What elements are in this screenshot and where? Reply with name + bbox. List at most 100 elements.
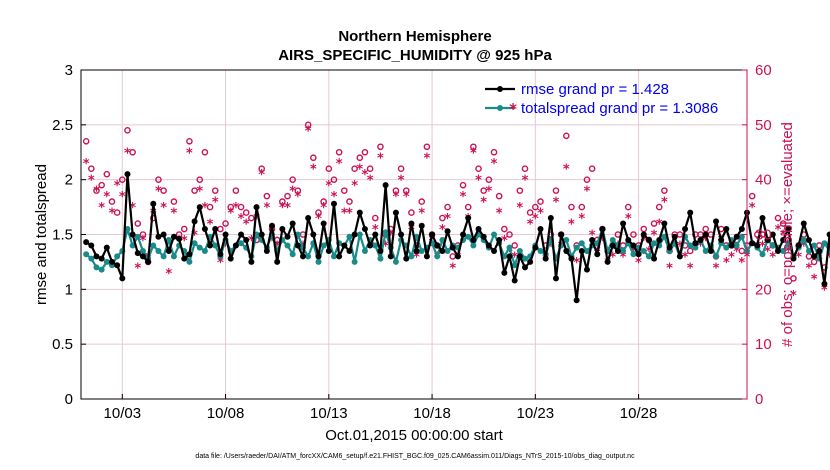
obs-possible-point bbox=[392, 187, 400, 194]
rmse-point bbox=[707, 247, 714, 254]
rmse-point bbox=[103, 244, 110, 251]
rmse-point bbox=[176, 235, 183, 242]
totalspread-point bbox=[139, 247, 146, 254]
rmse-point bbox=[671, 233, 678, 240]
totalspread-point bbox=[196, 244, 203, 251]
totalspread-point bbox=[578, 240, 585, 247]
totalspread-point bbox=[160, 253, 167, 260]
obs-possible-point bbox=[206, 203, 214, 211]
y2-axis-label: # of obs: o=possible; ×=evaluated bbox=[779, 122, 796, 347]
obs-possible-point bbox=[805, 253, 813, 260]
rmse-point bbox=[423, 253, 430, 260]
obs-evaluated-point: * bbox=[393, 190, 400, 205]
x-tick-label: 10/08 bbox=[207, 405, 245, 422]
totalspread-point bbox=[713, 253, 720, 260]
rmse-point bbox=[269, 222, 276, 229]
rmse-point bbox=[170, 233, 177, 240]
rmse-point bbox=[630, 242, 637, 249]
rmse-point bbox=[124, 171, 131, 178]
rmse-point bbox=[697, 236, 704, 243]
totalspread-point bbox=[609, 236, 616, 243]
obs-possible-point bbox=[779, 220, 787, 227]
obs-possible-point bbox=[815, 242, 823, 249]
obs-possible-point bbox=[93, 187, 100, 194]
obs-possible-point bbox=[361, 148, 369, 156]
rmse-point bbox=[201, 226, 208, 233]
obs-evaluated-point: * bbox=[553, 196, 560, 211]
legend-totalspread-label: totalspread grand pr = 1.3086 bbox=[521, 100, 718, 117]
obs-possible-point bbox=[258, 165, 265, 172]
obs-evaluated-point: * bbox=[227, 207, 234, 222]
rmse-point bbox=[227, 255, 234, 262]
rmse-point bbox=[212, 226, 219, 233]
obs-possible-point bbox=[170, 198, 178, 205]
rmse-point bbox=[682, 226, 689, 233]
rmse-point bbox=[253, 204, 260, 211]
obs-possible-point bbox=[103, 170, 111, 178]
obs-possible-point bbox=[211, 187, 219, 194]
totalspread-point bbox=[98, 266, 105, 273]
obs-evaluated-point: * bbox=[103, 190, 110, 205]
obs-possible-point bbox=[315, 209, 322, 216]
y-tick-label: 2.5 bbox=[52, 117, 73, 134]
rmse-point bbox=[620, 220, 627, 227]
obs-possible-point bbox=[439, 214, 446, 222]
rmse-point bbox=[764, 236, 771, 243]
rmse-point bbox=[625, 236, 632, 243]
obs-possible-point bbox=[134, 220, 142, 227]
totalspread-point bbox=[780, 247, 787, 254]
rmse-point bbox=[800, 220, 807, 227]
obs-possible-point bbox=[583, 176, 591, 183]
totalspread-point bbox=[506, 244, 513, 251]
totalspread-point bbox=[330, 253, 337, 260]
obs-possible-point bbox=[346, 198, 353, 205]
rmse-point bbox=[532, 244, 539, 251]
y-tick-label: 0 bbox=[65, 391, 73, 408]
obs-evaluated-point: * bbox=[620, 250, 627, 265]
rmse-point bbox=[790, 255, 797, 262]
totalspread-point bbox=[516, 247, 523, 254]
obs-evaluated-point: * bbox=[795, 250, 802, 265]
obs-evaluated-point: * bbox=[129, 201, 136, 216]
y2-tick-label: 30 bbox=[755, 227, 772, 244]
obs-possible-point bbox=[630, 231, 637, 238]
rmse-point bbox=[733, 233, 740, 240]
totalspread-point bbox=[821, 240, 828, 247]
totalspread-point bbox=[811, 242, 818, 249]
obs-evaluated-point: * bbox=[207, 218, 214, 233]
obs-evaluated-point: * bbox=[140, 234, 147, 249]
rmse-point bbox=[289, 220, 296, 227]
obs-evaluated-point: * bbox=[413, 250, 420, 265]
obs-possible-point bbox=[563, 132, 570, 140]
rmse-point bbox=[485, 242, 492, 249]
obs-evaluated-point: * bbox=[646, 245, 653, 260]
totalspread-point bbox=[738, 233, 745, 240]
obs-evaluated-point: * bbox=[165, 267, 172, 282]
obs-evaluated-point: * bbox=[780, 229, 787, 244]
totalspread-point bbox=[346, 233, 353, 240]
legend: * bbox=[485, 86, 517, 118]
rmse-point bbox=[594, 251, 601, 258]
obs-evaluated-point: * bbox=[83, 157, 90, 172]
totalspread-point bbox=[630, 251, 637, 258]
rmse-point bbox=[243, 236, 250, 243]
obs-possible-point bbox=[371, 214, 379, 222]
totalspread-point bbox=[563, 236, 570, 243]
obs-evaluated-point: * bbox=[599, 234, 606, 249]
rmse-point bbox=[506, 253, 513, 260]
rmse-point bbox=[300, 253, 306, 260]
rmse-point bbox=[713, 218, 720, 225]
obs-evaluated-point: * bbox=[232, 201, 239, 216]
obs-evaluated-point: * bbox=[238, 212, 245, 227]
rmse-point bbox=[496, 236, 503, 243]
rmse-point bbox=[207, 242, 214, 249]
obs-evaluated-point: * bbox=[522, 174, 529, 189]
rmse-point bbox=[522, 264, 528, 271]
obs-evaluated-point: * bbox=[444, 212, 451, 227]
obs-evaluated-point: * bbox=[191, 229, 198, 244]
totalspread-point bbox=[805, 247, 812, 254]
obs-possible-point bbox=[289, 176, 296, 183]
y-tick-label: 1 bbox=[65, 281, 73, 298]
obs-evaluated-point: * bbox=[274, 239, 281, 254]
rmse-point bbox=[294, 242, 301, 249]
